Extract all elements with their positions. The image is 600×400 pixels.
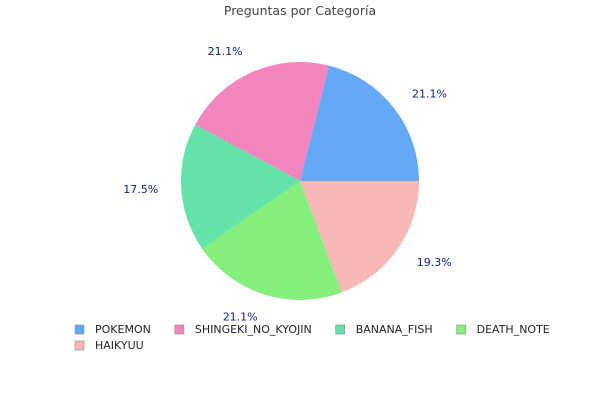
- legend-swatch: [74, 324, 85, 335]
- legend-label: BANANA_FISH: [356, 323, 433, 336]
- legend-swatch: [74, 340, 85, 351]
- pie-slice-haikyuu: [300, 181, 419, 293]
- legend-swatch: [335, 324, 346, 335]
- legend-item-pokemon: POKEMON: [74, 323, 151, 336]
- pie-slice-death-note: [202, 181, 342, 301]
- legend-label: HAIKYUU: [95, 339, 144, 352]
- legend-label: DEATH_NOTE: [477, 323, 550, 336]
- pie-slice-pokemon: [300, 65, 419, 181]
- pie-slice-shingeki-no-kyojin: [195, 61, 330, 181]
- slice-percent-label: 17.5%: [123, 183, 158, 196]
- chart-title: Preguntas por Categoría: [224, 3, 376, 18]
- legend-label: SHINGEKI_NO_KYOJIN: [195, 323, 312, 336]
- slice-percent-label: 21.1%: [223, 311, 258, 324]
- legend-item-shingeki-no-kyojin: SHINGEKI_NO_KYOJIN: [174, 323, 312, 336]
- legend-item-banana-fish: BANANA_FISH: [335, 323, 433, 336]
- legend-item-haikyuu: HAIKYUU: [74, 339, 144, 352]
- slice-percent-labels: 21.1% 21.1% 17.5% 21.1% 19.3%: [123, 45, 451, 323]
- slice-percent-label: 21.1%: [412, 88, 447, 101]
- pie-slices: [181, 61, 419, 301]
- legend-label: POKEMON: [95, 323, 151, 336]
- legend-swatch: [174, 324, 185, 335]
- slice-percent-label: 21.1%: [208, 45, 243, 58]
- legend-item-death-note: DEATH_NOTE: [456, 323, 550, 336]
- slice-percent-label: 19.3%: [417, 256, 452, 269]
- legend-swatch: [456, 324, 466, 335]
- pie-slice-banana-fish: [181, 124, 300, 249]
- legend: POKEMON SHINGEKI_NO_KYOJIN BANANA_FISH DEAT…: [74, 323, 550, 352]
